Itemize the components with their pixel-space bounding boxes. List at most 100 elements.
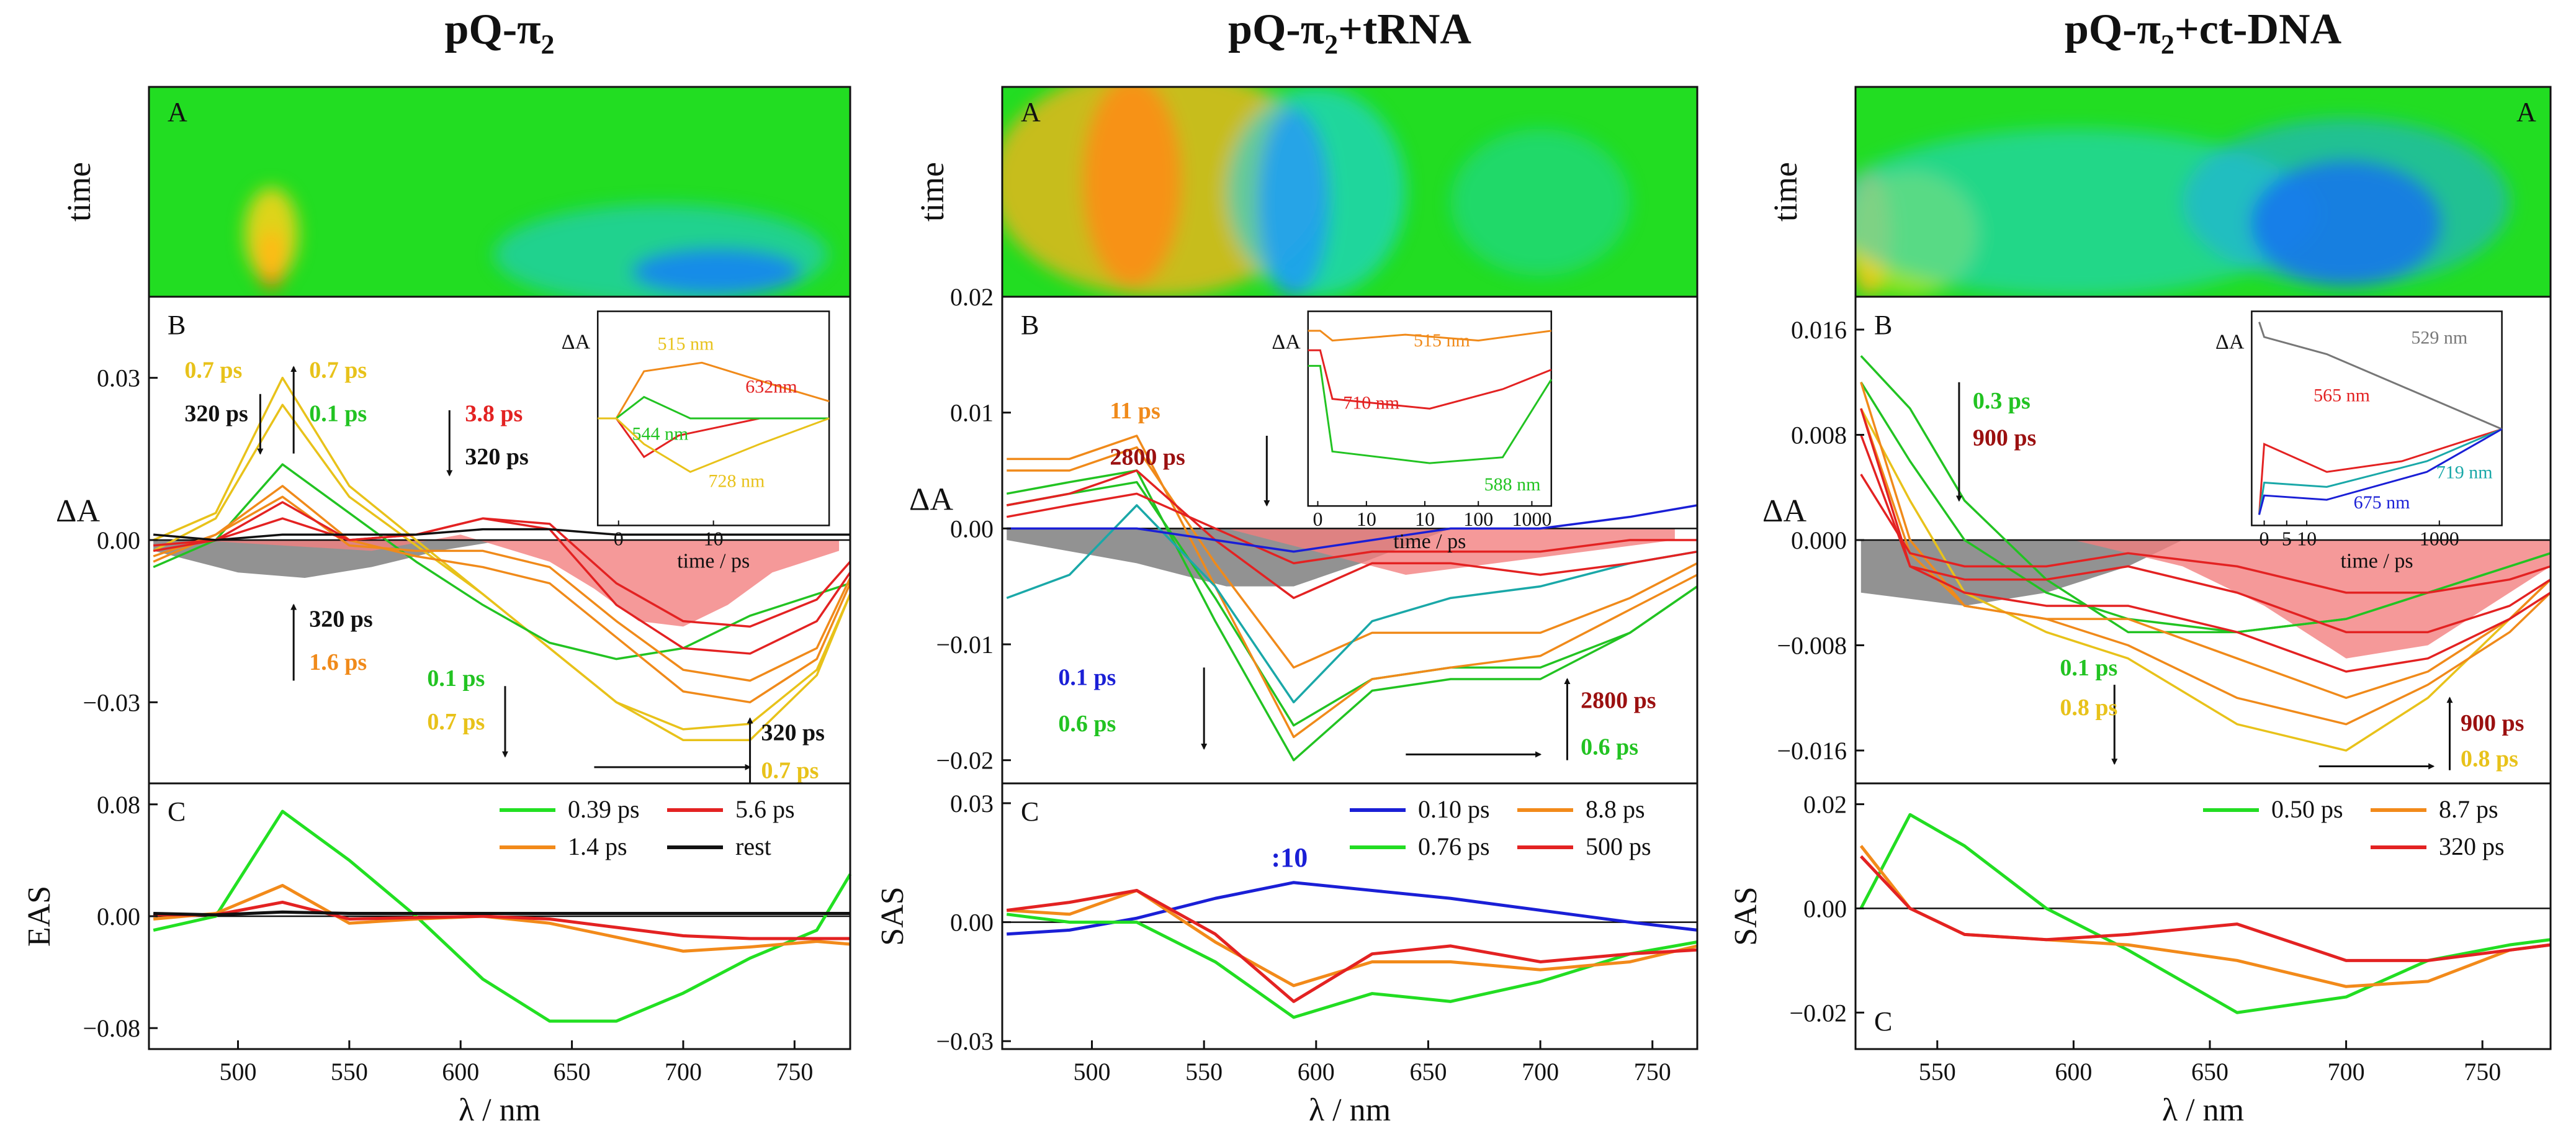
- annotation-label: 0.7 ps: [184, 358, 242, 384]
- spectra-label: B: [1874, 310, 1892, 340]
- panel-title: pQ-π2+tRNA: [1228, 6, 1471, 60]
- legend-label: 500 ps: [1586, 832, 1651, 860]
- spectrum-component-4: [153, 910, 850, 917]
- heatmap-blob: [494, 204, 828, 297]
- inset-xlabel: time / ps: [677, 549, 750, 572]
- legend-label: 320 ps: [2439, 832, 2505, 860]
- y-tick-label: 0.01: [950, 399, 994, 427]
- heatmap-blob: [2183, 118, 2510, 287]
- inset-curve-1: [2258, 322, 2503, 430]
- x-tick-label: 700: [1522, 1058, 1559, 1086]
- legend-label: 0.76 ps: [1418, 832, 1490, 860]
- heatmap-blob: [1450, 128, 1630, 276]
- spectrum-curve-6: [153, 501, 851, 655]
- y-tick-label: 0.000: [1791, 526, 1847, 554]
- spectrum-curve-4: [1007, 446, 1698, 669]
- panel-title: pQ-π2+ct-DNA: [2065, 6, 2342, 60]
- spectrum-component-3: [1859, 855, 2551, 962]
- annotation-label: 2800 ps: [1581, 688, 1656, 714]
- inset-curve-2: [1308, 349, 1552, 410]
- y-tick-label: 0.00: [950, 515, 994, 543]
- bottom-label: C: [168, 796, 186, 827]
- x-axis-label: λ / nm: [1309, 1093, 1391, 1128]
- annotation-label: 0.1 ps: [2060, 655, 2117, 681]
- bottom-frame: [1854, 782, 2552, 1050]
- spectra-label: B: [168, 310, 186, 340]
- bottom-plot: :10 0.03 0.00 −0.03 500 550 600 650 700 750 λ / nm…: [875, 782, 1699, 1128]
- inset-trace-label: 710 nm: [1343, 392, 1399, 413]
- y-tick-label: −0.02: [936, 747, 994, 775]
- spectrum-curve-6: [1006, 469, 1698, 600]
- inset-x-tick-label: 10: [704, 527, 724, 549]
- inset-frame: [2251, 310, 2503, 526]
- x-tick-label: 500: [1074, 1058, 1111, 1086]
- annotation-label: 0.3 ps: [1973, 388, 2031, 414]
- annotation-label: 320 ps: [184, 400, 248, 426]
- spectrum-component-2: [153, 883, 851, 953]
- annotation-label: 2800 ps: [1110, 444, 1185, 471]
- title-rest: +tRNA: [1338, 6, 1471, 53]
- spectrum-curve-7: [153, 517, 851, 628]
- bottom-ylabel: SAS: [875, 886, 910, 945]
- annotation-label: 11 ps: [1110, 398, 1160, 424]
- x-tick-label: 650: [1409, 1058, 1447, 1086]
- y-tick-label: 0.008: [1791, 421, 1847, 449]
- bottom-ylabel: SAS: [1728, 886, 1764, 945]
- spectra-plot: 0.7 ps 320 ps 0.7 ps 0.1 ps 3.8 ps 320 ps 320 …: [56, 295, 851, 785]
- inset-trace-label: 728 nm: [709, 471, 765, 491]
- bottom-plot: 0.02 0.00 −0.02 550 600 650 700 750 λ / nm SAS C 0.…: [1728, 782, 2552, 1128]
- x-tick-label: 700: [665, 1058, 702, 1086]
- inset-ylabel: ΔA: [1272, 331, 1301, 354]
- inset-trace-label: 529 nm: [2411, 327, 2467, 348]
- annotation-label: 320 ps: [761, 719, 825, 746]
- heatmap-ylabel: time: [60, 162, 97, 222]
- inset-x-tick-label: 0: [2260, 527, 2269, 549]
- inset-curve-4: [598, 417, 830, 473]
- inset-x-tick-label: 5: [2282, 527, 2292, 549]
- inset: 515 nm 710 nm 588 nm 0 10 10 100 1000 time / ps Δ…: [1272, 310, 1553, 553]
- spectrum-curve-5: [153, 495, 851, 682]
- spectrum-curve-3: [153, 463, 851, 660]
- heatmap-ylabel: time: [1767, 162, 1804, 222]
- spectrum-curve-6: [1860, 408, 2551, 673]
- x-tick-label: 550: [1919, 1058, 1956, 1086]
- heatmap-label: A: [2516, 97, 2536, 127]
- inset-curve-4: [2258, 428, 2503, 515]
- annotation-label: 0.6 ps: [1058, 711, 1116, 737]
- annotation-label: 0.7 ps: [761, 757, 819, 783]
- x-tick-label: 750: [776, 1058, 813, 1086]
- spectrum-component-1: [1859, 813, 2551, 1014]
- spectrum-curve-1: [1006, 469, 1698, 762]
- y-tick-label: 0.00: [97, 526, 140, 554]
- inset-ylabel: ΔA: [562, 331, 591, 354]
- inset-trace-label: 632nm: [745, 377, 797, 397]
- gray-fill-area: [153, 540, 505, 578]
- annotation-label: 900 ps: [2461, 710, 2524, 736]
- y-tick-label: 0.02: [950, 283, 994, 311]
- title-main: pQ-π: [1228, 6, 1324, 53]
- spectra-ylabel: ΔA: [1762, 493, 1806, 529]
- inset-curve-3: [1308, 364, 1553, 464]
- y-tick-label: −0.01: [936, 631, 994, 659]
- bottom-plot: 0.08 0.00 −0.08 500 550 600 650 700 750 λ / nm EAS…: [22, 782, 852, 1128]
- x-tick-label: 700: [2328, 1058, 2365, 1086]
- spectra-plot: 11 ps 2800 ps 0.1 ps 0.6 ps 2800 ps 0.6 ps 0.0…: [909, 283, 1699, 785]
- x-tick-label: 750: [1634, 1058, 1671, 1086]
- inset-x-tick-label: 10: [1415, 508, 1435, 530]
- heatmap-blob: [245, 187, 298, 280]
- heatmap-blobs: [1002, 87, 1630, 297]
- inset-ylabel: ΔA: [2215, 331, 2245, 354]
- y-tick-label: 0.03: [950, 790, 994, 818]
- y-tick-label: 0.03: [97, 364, 140, 392]
- inset: 529 nm 565 nm 719 nm 675 nm 0 5 10 1000 time / p…: [2215, 310, 2503, 572]
- inset-x-tick-label: 1000: [1512, 508, 1551, 530]
- legend-label: 1.4 ps: [568, 832, 627, 860]
- spectrum-curve-3: [1007, 435, 1698, 739]
- title-sub: 2: [2161, 29, 2174, 60]
- annotation-label: 0.8 ps: [2461, 746, 2518, 772]
- legend-label: 0.39 ps: [568, 795, 640, 823]
